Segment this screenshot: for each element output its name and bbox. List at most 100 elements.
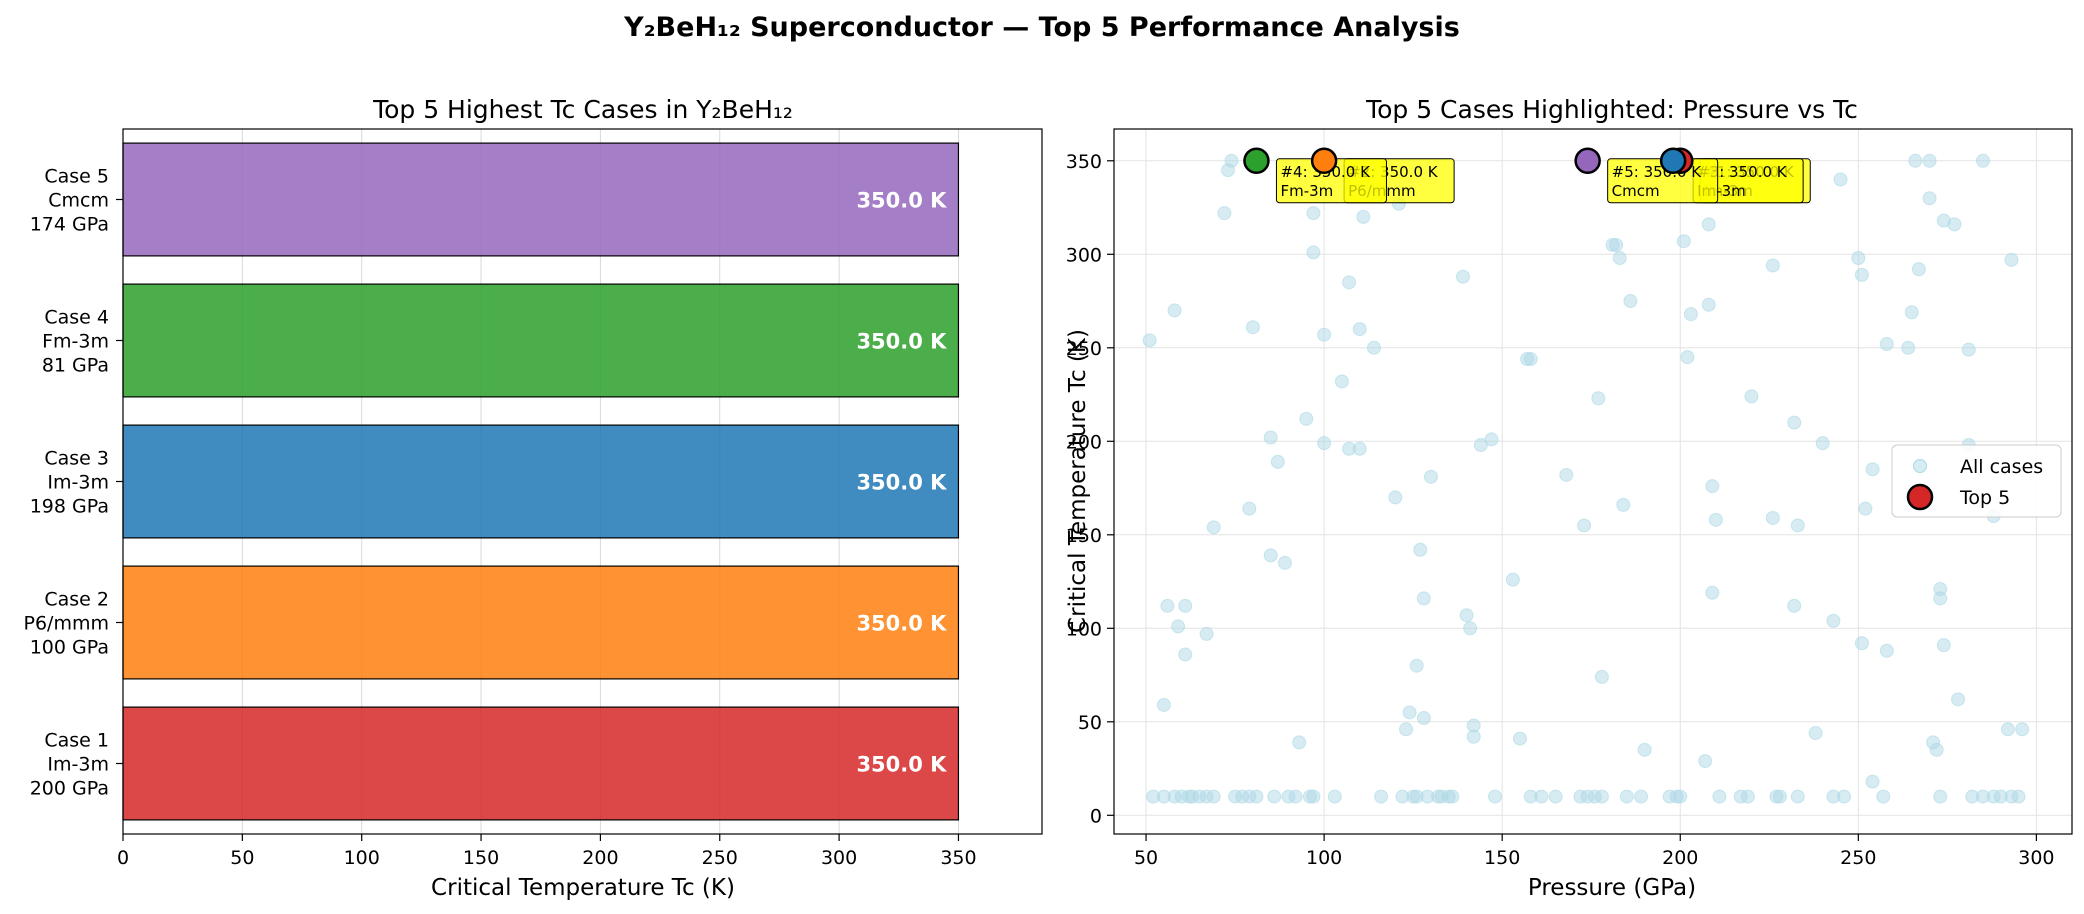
data-point — [1456, 269, 1471, 284]
data-point — [1673, 789, 1688, 804]
top5-point — [1243, 147, 1270, 175]
x-tick-label: 150 — [463, 847, 499, 869]
data-point — [1594, 789, 1609, 804]
data-point — [1512, 731, 1527, 746]
data-point — [1167, 303, 1182, 318]
data-point — [1854, 636, 1869, 651]
data-point — [1808, 726, 1823, 741]
data-point — [1936, 638, 1951, 653]
data-point — [1459, 608, 1474, 623]
data-point — [1619, 789, 1634, 804]
data-point — [1416, 711, 1431, 726]
x-tick-label: 0 — [117, 847, 129, 869]
data-point — [1288, 789, 1303, 804]
legend-frame — [1891, 444, 2062, 518]
category-label: 100 GPa — [30, 637, 109, 659]
data-point — [1317, 436, 1332, 451]
data-point — [1594, 669, 1609, 684]
y-tick-label: 100 — [1066, 618, 1102, 640]
x-tick-label: 300 — [2018, 847, 2054, 869]
category-label: 198 GPa — [30, 496, 109, 518]
data-point — [1609, 237, 1624, 252]
y-tick-label: 200 — [1066, 431, 1102, 453]
x-tick-label: 250 — [1840, 847, 1876, 869]
data-point — [1217, 206, 1232, 221]
data-point — [1879, 643, 1894, 658]
data-point — [1306, 789, 1321, 804]
category-label: Case 2 — [44, 589, 109, 611]
data-point — [1263, 548, 1278, 563]
bar — [122, 706, 960, 821]
data-point — [1879, 337, 1894, 352]
data-point — [1705, 585, 1720, 600]
category-label: Case 1 — [44, 730, 109, 752]
category-label: Cmcm — [48, 190, 109, 212]
x-tick-label: 200 — [1662, 847, 1698, 869]
data-point — [1366, 340, 1381, 355]
y-tick-label: 150 — [1066, 525, 1102, 547]
scatter-chart-frame — [1113, 128, 2073, 835]
data-point — [1270, 454, 1285, 469]
data-point — [1577, 518, 1592, 533]
data-point — [1698, 754, 1713, 769]
data-point — [1142, 333, 1157, 348]
data-point — [1876, 789, 1891, 804]
annotation-text: Cmcm — [1612, 182, 1660, 200]
data-point — [1334, 374, 1349, 389]
legend-label: All cases — [1960, 456, 2043, 478]
category-label: 200 GPa — [30, 778, 109, 800]
data-point — [1947, 217, 1962, 232]
category-label: Case 5 — [44, 166, 109, 188]
data-point — [1488, 789, 1503, 804]
data-point — [1922, 191, 1937, 206]
data-point — [2011, 789, 2026, 804]
bar — [122, 142, 960, 257]
scatter-chart-ylabel: Critical Temperature Tc (K) — [1065, 329, 1091, 633]
data-point — [1854, 267, 1869, 282]
data-point — [2004, 252, 2019, 267]
bar-chart-panel: Top 5 Highest Tc Cases in Y₂BeH₁₂ 350.0 … — [24, 95, 1043, 901]
figure-title: Y₂BeH₁₂ Superconductor — Top 5 Performan… — [623, 12, 1460, 43]
data-point — [1416, 591, 1431, 606]
legend: All cases Top 5 — [1891, 444, 2062, 518]
data-point — [1744, 389, 1759, 404]
data-point — [1858, 501, 1873, 516]
data-point — [1951, 692, 1966, 707]
data-point — [1975, 153, 1990, 168]
annotation-text: Fm-3m — [1280, 182, 1333, 200]
data-point — [1908, 153, 1923, 168]
category-label: Case 4 — [44, 307, 109, 329]
data-point — [1306, 245, 1321, 260]
data-point — [1160, 598, 1175, 613]
data-point — [1342, 275, 1357, 290]
data-point — [1245, 320, 1260, 335]
data-point — [1787, 415, 1802, 430]
bar-chart-title: Top 5 Highest Tc Cases in Y₂BeH₁₂ — [372, 95, 793, 124]
data-point — [1701, 217, 1716, 232]
data-point — [1676, 234, 1691, 249]
bar — [122, 283, 960, 398]
data-point — [1445, 789, 1460, 804]
x-tick-label: 100 — [344, 847, 380, 869]
data-point — [1623, 294, 1638, 309]
data-point — [1263, 430, 1278, 445]
annotation-text: #3: 350.0 K — [1697, 163, 1788, 181]
data-point — [1901, 340, 1916, 355]
category-label: Fm-3m — [42, 331, 109, 353]
legend-marker-top5 — [1906, 483, 1934, 511]
legend-marker-all — [1913, 459, 1927, 473]
y-tick-label: 50 — [1078, 712, 1102, 734]
category-label: P6/mmm — [24, 613, 109, 635]
category-label: Im-3m — [47, 754, 109, 776]
x-tick-label: 100 — [1306, 847, 1342, 869]
data-point — [1327, 789, 1342, 804]
data-point — [1701, 297, 1716, 312]
data-point — [1790, 518, 1805, 533]
data-point — [2015, 722, 2030, 737]
data-point — [1559, 467, 1574, 482]
data-point — [1961, 342, 1976, 357]
data-point — [1765, 510, 1780, 525]
data-point — [1356, 209, 1371, 224]
data-point — [1399, 722, 1414, 737]
data-point — [1423, 469, 1438, 484]
